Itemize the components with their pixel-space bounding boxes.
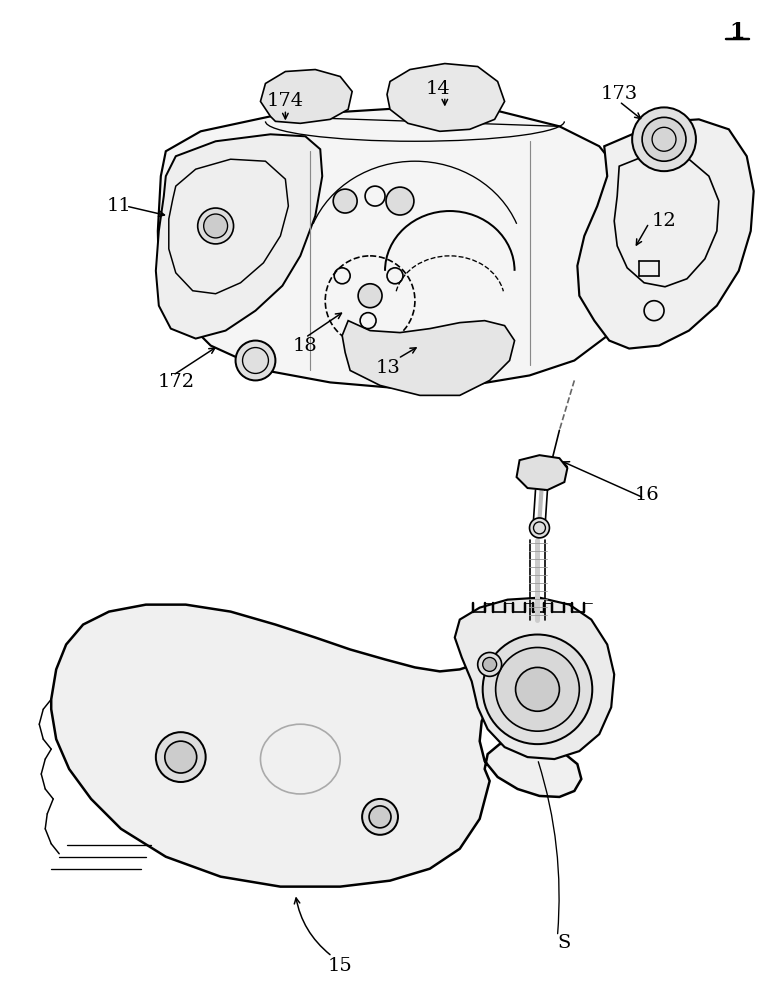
Text: S: S	[557, 934, 571, 952]
Text: 15: 15	[328, 957, 353, 975]
Circle shape	[333, 189, 358, 213]
Circle shape	[198, 208, 234, 244]
Circle shape	[235, 341, 275, 380]
Ellipse shape	[430, 90, 459, 112]
Circle shape	[483, 635, 592, 744]
Circle shape	[358, 284, 382, 308]
Circle shape	[642, 117, 686, 161]
Circle shape	[165, 741, 197, 773]
Polygon shape	[260, 70, 352, 123]
Polygon shape	[577, 119, 753, 349]
Polygon shape	[387, 64, 505, 131]
Polygon shape	[158, 106, 649, 388]
Polygon shape	[51, 605, 581, 887]
Circle shape	[362, 799, 398, 835]
Circle shape	[156, 732, 205, 782]
Text: 14: 14	[426, 80, 450, 98]
Text: 11: 11	[107, 197, 132, 215]
Circle shape	[386, 187, 414, 215]
Text: 13: 13	[376, 359, 401, 377]
Circle shape	[369, 806, 391, 828]
Text: 12: 12	[652, 212, 677, 230]
Text: 1: 1	[729, 21, 745, 43]
Text: 174: 174	[267, 92, 304, 110]
Circle shape	[204, 214, 227, 238]
Text: 16: 16	[635, 486, 659, 504]
Circle shape	[495, 647, 579, 731]
Polygon shape	[517, 455, 568, 490]
Polygon shape	[342, 321, 514, 395]
Text: 18: 18	[293, 337, 318, 355]
Polygon shape	[156, 134, 322, 339]
Circle shape	[483, 657, 496, 671]
Circle shape	[632, 107, 696, 171]
Circle shape	[477, 652, 502, 676]
Text: 172: 172	[158, 373, 194, 391]
Circle shape	[516, 667, 560, 711]
Polygon shape	[455, 598, 614, 759]
Text: 173: 173	[601, 85, 638, 103]
Circle shape	[529, 518, 550, 538]
